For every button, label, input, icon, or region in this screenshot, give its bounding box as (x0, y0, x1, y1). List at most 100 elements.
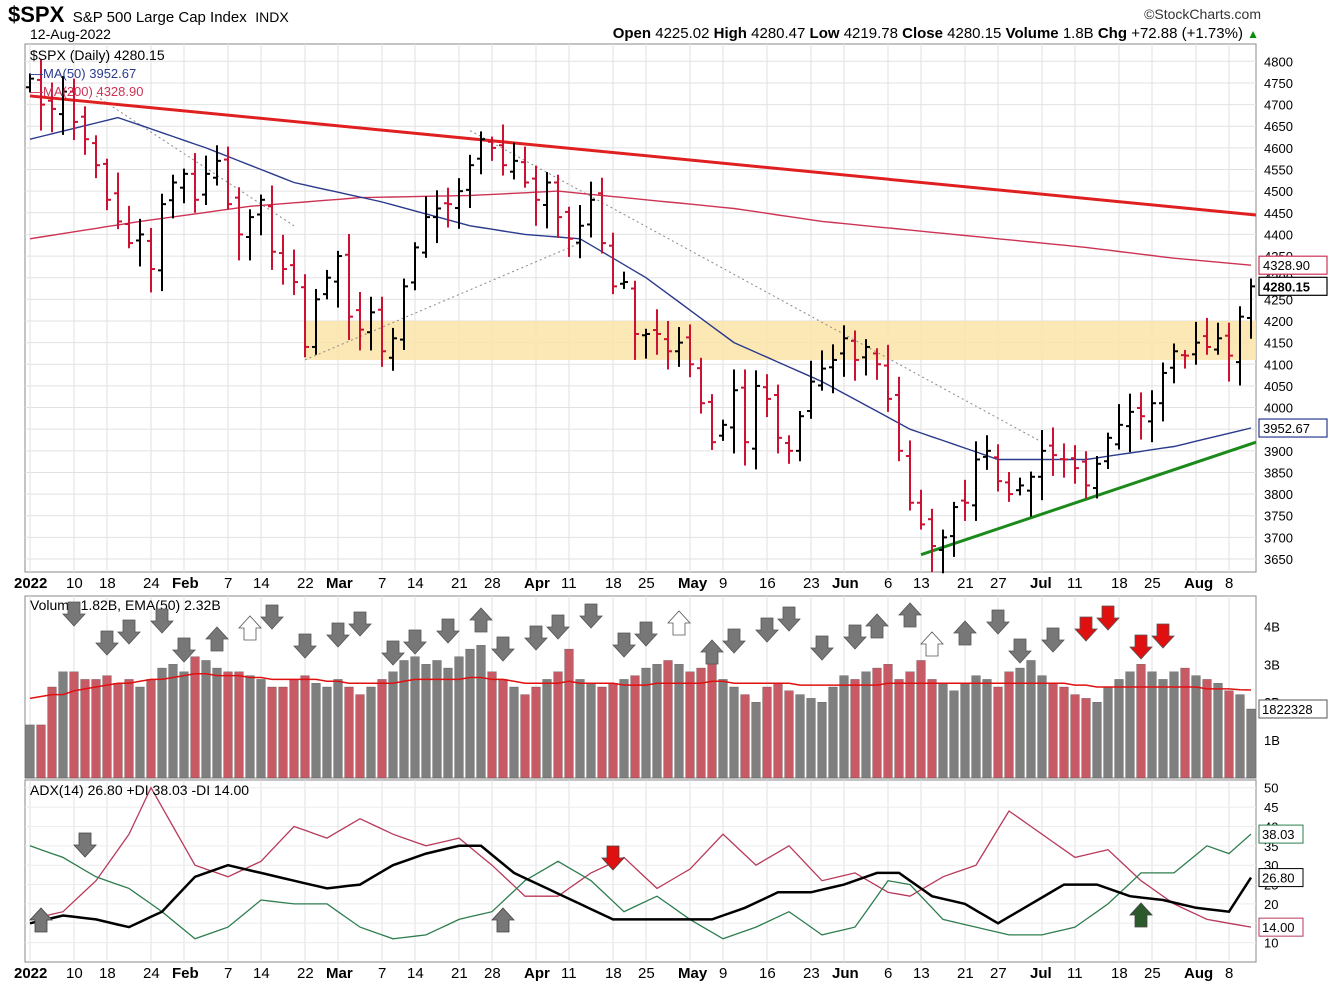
up-arrow-icon (898, 602, 922, 628)
volume-bar (102, 675, 112, 779)
volume-bar (542, 679, 552, 779)
x-tick-label: May (678, 965, 708, 982)
volume-bar (1136, 664, 1146, 779)
up-arrow-icon (469, 607, 493, 633)
y-tick-label: 4550 (1264, 163, 1293, 178)
y-tick-label: 4600 (1264, 141, 1293, 156)
volume-bar (729, 686, 739, 779)
volume-last-box (1258, 699, 1328, 719)
x-tick-label: Mar (326, 575, 353, 592)
ma200-legend: —MA(200) 4328.90 (30, 84, 143, 99)
y-tick-label: 3750 (1264, 509, 1293, 524)
volume-ema-line (29, 672, 1252, 700)
y-tick-label: 4000 (1264, 401, 1293, 416)
volume-bar (234, 671, 244, 779)
down-arrow-icon (150, 608, 174, 634)
x-tick-label: 7 (224, 575, 232, 592)
y-tick-label: 4050 (1264, 379, 1293, 394)
volume-bar (344, 686, 354, 779)
volume-value: 1.8B (1062, 25, 1094, 42)
volume-bar (608, 683, 618, 779)
low-label: Low (809, 25, 840, 42)
x-tick-label: 23 (803, 965, 820, 982)
open-value: 4225.02 (655, 25, 710, 42)
chart-date: 12-Aug-2022 (30, 26, 111, 42)
down-arrow-icon (73, 832, 97, 858)
volume-bar (960, 683, 970, 779)
volume-bar (410, 656, 420, 779)
volume-bar (267, 686, 277, 779)
y-tick-label: 4250 (1264, 292, 1293, 307)
x-tick-label: 11 (561, 965, 577, 982)
x-tick-label: 21 (957, 575, 974, 592)
x-tick-label: Aug (1184, 575, 1213, 592)
adx-line (29, 844, 1253, 929)
x-tick-label: 14 (253, 575, 270, 592)
ma200-last-label: 4328.90 (1263, 258, 1310, 273)
y-tick-label: 4750 (1264, 76, 1293, 91)
y-tick-label: 4400 (1264, 227, 1293, 242)
volume-bar (190, 656, 200, 779)
x-tick-label: 25 (1144, 965, 1161, 982)
volume-bar (1026, 660, 1036, 779)
volume-bar (476, 645, 486, 779)
up-arrow-icon (29, 907, 53, 933)
down-arrow-icon (1008, 638, 1032, 664)
x-tick-label: 13 (913, 965, 930, 982)
x-tick-label: 14 (253, 965, 270, 982)
volume-bar (564, 648, 574, 779)
plus-di-line (29, 833, 1252, 940)
x-tick-label: May (678, 575, 708, 592)
volume-bar (773, 683, 783, 779)
close-last-label: 4280.15 (1263, 279, 1310, 294)
x-tick-label: 18 (1111, 965, 1128, 982)
ma200-last-label-box (1258, 255, 1328, 275)
high-value: 4280.47 (751, 25, 806, 42)
adx-y-tick: 20 (1264, 897, 1278, 912)
down-arrow-icon (524, 625, 548, 651)
down-arrow-icon (293, 633, 317, 659)
volume-bar (245, 675, 255, 779)
up-arrow-icon (238, 615, 262, 641)
volume-bar (1235, 694, 1245, 779)
low-value: 4219.78 (843, 25, 898, 42)
y-tick-label: 3900 (1264, 444, 1293, 459)
up-arrow-icon (920, 631, 944, 657)
x-tick-label: 21 (451, 575, 468, 592)
x-tick-label: 18 (99, 575, 116, 592)
volume-bar (696, 667, 706, 779)
volume-bar (740, 694, 750, 779)
y-tick-label: 4100 (1264, 357, 1293, 372)
volume-bar (1004, 671, 1014, 779)
x-tick-label: Jul (1030, 965, 1052, 982)
adx-last-box (1258, 868, 1304, 888)
x-tick-label: 23 (803, 575, 820, 592)
x-tick-label: 21 (957, 965, 974, 982)
up-arrow-icon (667, 610, 691, 636)
x-tick-label: Mar (326, 965, 353, 982)
down-arrow-icon (1096, 605, 1120, 631)
down-arrow-icon (634, 621, 658, 647)
volume-bar (157, 667, 167, 779)
volume-bar (388, 671, 398, 779)
close-label: Close (902, 25, 943, 42)
volume-y-tick: 4B (1264, 619, 1280, 634)
volume-bar (1114, 679, 1124, 779)
x-tick-label: Jul (1030, 575, 1052, 592)
volume-bar (1147, 671, 1157, 779)
volume-bar (36, 724, 46, 779)
dotted-trend-line (469, 130, 1043, 443)
adx-last-box (1258, 824, 1304, 844)
y-tick-label: 4150 (1264, 336, 1293, 351)
volume-bar (201, 660, 211, 779)
volume-bar (894, 679, 904, 779)
x-tick-label: Feb (172, 575, 199, 592)
x-tick-label: Jun (832, 575, 859, 592)
x-tick-label: 2022 (14, 575, 47, 592)
volume-bar (399, 660, 409, 779)
volume-bar (817, 702, 827, 779)
price-legend: $SPX (Daily) 4280.15 (30, 47, 165, 63)
volume-bar (1213, 683, 1223, 779)
x-tick-label: 18 (1111, 575, 1128, 592)
